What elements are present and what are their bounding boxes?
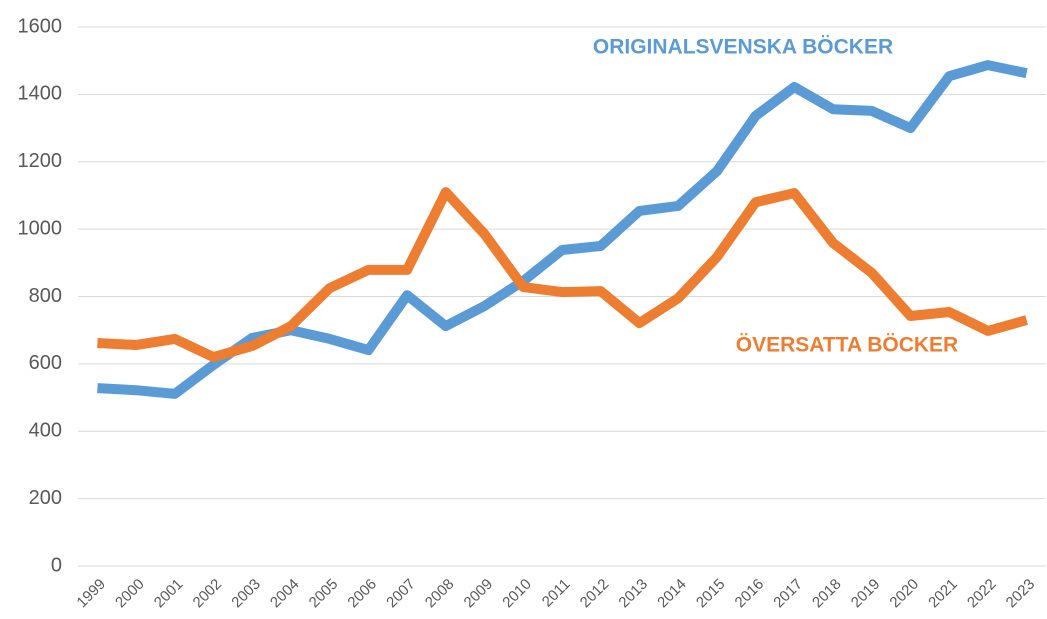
x-tick-label: 2009	[461, 576, 497, 612]
y-tick-label: 1200	[18, 150, 63, 172]
x-tick-label: 2018	[809, 576, 845, 612]
series-label: ORIGINALSVENSKA BÖCKER	[593, 36, 893, 59]
x-tick-label: 2021	[925, 576, 961, 612]
y-tick-label: 600	[29, 352, 62, 374]
x-tick-label: 2004	[267, 576, 303, 612]
y-tick-label: 800	[29, 285, 62, 307]
x-tick-label: 2014	[654, 576, 690, 612]
y-tick-label: 1600	[18, 15, 63, 37]
x-tick-label: 2011	[539, 576, 574, 611]
x-tick-label: 2003	[228, 576, 264, 612]
x-tick-label: 2001	[151, 576, 187, 612]
series-line	[97, 60, 1028, 399]
x-tick-label: 2006	[344, 576, 380, 612]
x-tick-label: 1999	[73, 576, 109, 612]
x-tick-label: 2000	[112, 576, 148, 612]
y-tick-label: 1400	[18, 83, 63, 105]
x-tick-label: 2005	[306, 576, 342, 612]
x-tick-label: 2019	[848, 576, 884, 612]
x-tick-label: 2007	[383, 576, 419, 612]
x-tick-label: 2016	[732, 576, 768, 612]
series-label: ÖVERSATTA BÖCKER	[736, 334, 958, 357]
x-tick-label: 2013	[615, 576, 651, 612]
x-tick-label: 2010	[499, 576, 535, 612]
x-tick-label: 2012	[577, 576, 613, 612]
x-tick-label: 2020	[886, 576, 922, 612]
x-tick-label: 2022	[964, 576, 1000, 612]
y-tick-label: 200	[29, 487, 62, 509]
x-tick-label: 2017	[770, 576, 806, 612]
x-tick-label: 2002	[190, 576, 226, 612]
x-tick-label: 2015	[693, 576, 729, 612]
x-tick-label: 2023	[1003, 576, 1039, 612]
x-tick-label: 2008	[422, 576, 458, 612]
series-line	[97, 187, 1028, 363]
y-tick-label: 1000	[18, 217, 63, 239]
y-tick-label: 400	[29, 420, 62, 442]
y-tick-label: 0	[51, 554, 62, 576]
